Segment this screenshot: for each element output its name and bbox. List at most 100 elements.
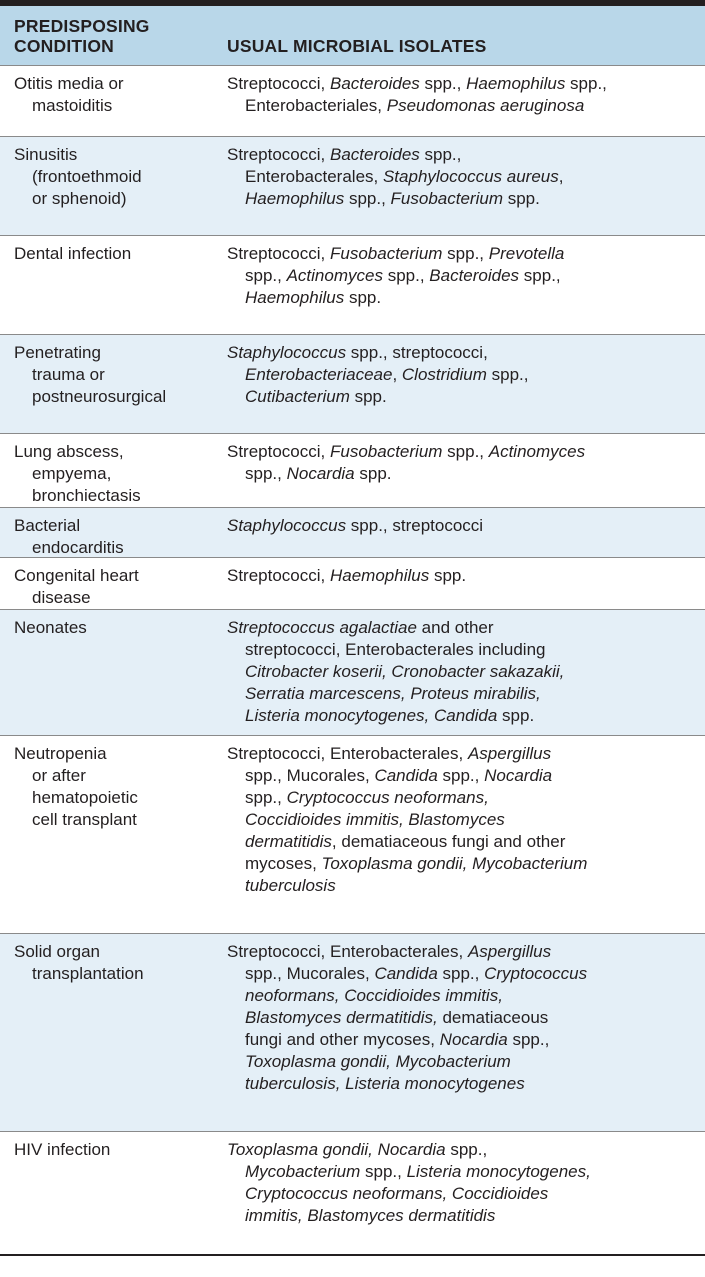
isolates-text: spp., (360, 1162, 407, 1181)
isolates-line: tuberculosis, Listeria monocytogenes (227, 1073, 695, 1095)
isolates-text: spp., (445, 1140, 488, 1159)
isolates-line: Enterobacteriaceae, Clostridium spp., (227, 364, 695, 386)
isolates-line: spp., Cryptococcus neoformans, (227, 787, 695, 809)
condition-line: HIV infection (14, 1140, 111, 1159)
table-row: Congenital heart disease Streptococci, Hae… (0, 558, 705, 610)
condition-line: Neonates (14, 618, 87, 637)
organism-name: Mycobacterium (245, 1162, 361, 1181)
isolates-line: Cutibacterium spp. (227, 386, 695, 408)
isolates-cell: Staphylococcus spp., streptococci (215, 508, 705, 557)
isolates-text: , (558, 167, 564, 186)
organism-name: Staphylococcus aureus (382, 167, 559, 186)
isolates-text: spp., (437, 964, 485, 983)
isolates-text: spp., (437, 766, 485, 785)
isolates-line: spp., Actinomyces spp., Bacteroides spp.… (227, 265, 695, 287)
isolates-line: Coccidioides immitis, Blastomyces (227, 809, 695, 831)
isolates-text: spp. (349, 387, 387, 406)
isolates-text: spp., (442, 244, 489, 263)
isolates-text: Streptococci, Enterobacterales, (227, 942, 468, 961)
organism-name: Citrobacter koserii, Cronobacter sakazak… (245, 662, 565, 681)
isolates-line: Streptococcus agalactiae and other (227, 617, 695, 639)
isolates-text: spp., Mucorales, (245, 964, 375, 983)
isolates-text: Streptococci, (227, 145, 330, 164)
isolates-line: Blastomyces dermatitidis, dematiaceous (227, 1007, 695, 1029)
condition-cell: Lung abscess, empyema, bronchiectasis (0, 434, 215, 507)
isolates-line: fungi and other mycoses, Nocardia spp., (227, 1029, 695, 1051)
organism-name: Toxoplasma gondii, Mycobacterium (245, 1052, 511, 1071)
isolates-line: Streptococci, Bacteroides spp., (227, 144, 695, 166)
organism-name: Nocardia (286, 464, 355, 483)
isolates-text: spp., (519, 266, 561, 285)
condition-line: Bacterial (14, 516, 81, 535)
isolates-text: spp., streptococci (346, 516, 484, 535)
organism-name: Aspergillus (467, 744, 552, 763)
condition-cell: HIV infection (0, 1132, 215, 1254)
organism-name: Aspergillus (467, 942, 552, 961)
isolates-text: spp., (565, 74, 607, 93)
table-row: HIV infection Toxoplasma gondii, Nocardia… (0, 1132, 705, 1256)
organism-name: Haemophilus (245, 189, 345, 208)
isolates-text: , (392, 365, 402, 384)
condition-line: or sphenoid) (32, 189, 127, 208)
organism-name: Haemophilus (245, 288, 345, 307)
isolates-text: spp. (497, 706, 535, 725)
organism-name: Pseudomonas aeruginosa (386, 96, 585, 115)
condition-line: cell transplant (32, 810, 137, 829)
condition-cell: Sinusitis (frontoethmoid or sphenoid) (0, 137, 215, 235)
isolates-line: Streptococci, Enterobacterales, Aspergil… (227, 941, 695, 963)
organism-name: tuberculosis, Listeria monocytogenes (245, 1074, 525, 1093)
condition-line: Penetrating (14, 343, 101, 362)
isolates-line: Enterobacteriales, Pseudomonas aeruginos… (227, 95, 695, 117)
condition-line: (frontoethmoid (32, 167, 142, 186)
table-header: PREDISPOSING CONDITION USUAL MICROBIAL I… (0, 0, 705, 66)
condition-line: transplantation (32, 964, 144, 983)
isolates-text: spp., (507, 1030, 550, 1049)
table-row: Neutropenia or after hematopoietic cell tra… (0, 736, 705, 934)
organism-name: Prevotella (488, 244, 565, 263)
isolates-text: spp., (245, 464, 287, 483)
condition-cell: Congenital heart disease (0, 558, 215, 609)
condition-cell: Dental infection (0, 236, 215, 334)
isolates-line: Streptococci, Bacteroides spp., Haemophi… (227, 73, 695, 95)
condition-line: or after (32, 766, 86, 785)
table-row: Bacterial endocarditis Staphylococcus spp.… (0, 508, 705, 558)
condition-cell: Solid organ transplantation (0, 934, 215, 1131)
table-row: Sinusitis (frontoethmoid or sphenoid) Strep… (0, 137, 705, 236)
isolates-text: dematiaceous (437, 1008, 549, 1027)
condition-cell: Bacterial endocarditis (0, 508, 215, 557)
organism-name: Staphylococcus (227, 516, 347, 535)
isolates-cell: Streptococcus agalactiae and other strept… (215, 610, 705, 735)
organism-name: Enterobacteriaceae (245, 365, 393, 384)
table-row: Neonates Streptococcus agalactiae and oth… (0, 610, 705, 736)
organism-name: Nocardia (439, 1030, 508, 1049)
condition-cell: Neonates (0, 610, 215, 735)
organism-name: Cutibacterium (245, 387, 350, 406)
organism-name: Toxoplasma gondii, Nocardia (227, 1140, 446, 1159)
condition-line: mastoiditis (32, 96, 113, 115)
isolates-text: spp. (354, 464, 392, 483)
isolates-text: spp., streptococci, (346, 343, 488, 362)
organism-name: Serratia marcescens, Proteus mirabilis, (245, 684, 541, 703)
table-body: Otitis media or mastoiditis Streptococci, … (0, 66, 705, 1256)
organism-name: neoformans, Coccidioides immitis, (245, 986, 503, 1005)
organism-name: Haemophilus (466, 74, 566, 93)
isolates-cell: Streptococci, Enterobacterales, Aspergil… (215, 736, 705, 933)
condition-line: Lung abscess, (14, 442, 124, 461)
isolates-line: streptococci, Enterobacterales including (227, 639, 695, 661)
header-predisposing-condition: PREDISPOSING CONDITION (14, 16, 150, 56)
organism-name: Clostridium (401, 365, 487, 384)
condition-line: Dental infection (14, 244, 132, 263)
isolates-line: Mycobacterium spp., Listeria monocytogen… (227, 1161, 695, 1183)
isolates-text: spp., (442, 442, 489, 461)
condition-line: bronchiectasis (32, 486, 141, 505)
isolates-line: Haemophilus spp., Fusobacterium spp. (227, 188, 695, 210)
isolates-line: Serratia marcescens, Proteus mirabilis, (227, 683, 695, 705)
isolates-cell: Streptococci, Fusobacterium spp., Prevot… (215, 236, 705, 334)
isolates-text: spp., Mucorales, (245, 766, 375, 785)
organism-name: Candida (374, 964, 438, 983)
isolates-text: spp., (344, 189, 391, 208)
table-row: Solid organ transplantation Streptococci, … (0, 934, 705, 1132)
condition-line: Sinusitis (14, 145, 78, 164)
organism-name: Nocardia (484, 766, 553, 785)
isolates-text: mycoses, (245, 854, 322, 873)
